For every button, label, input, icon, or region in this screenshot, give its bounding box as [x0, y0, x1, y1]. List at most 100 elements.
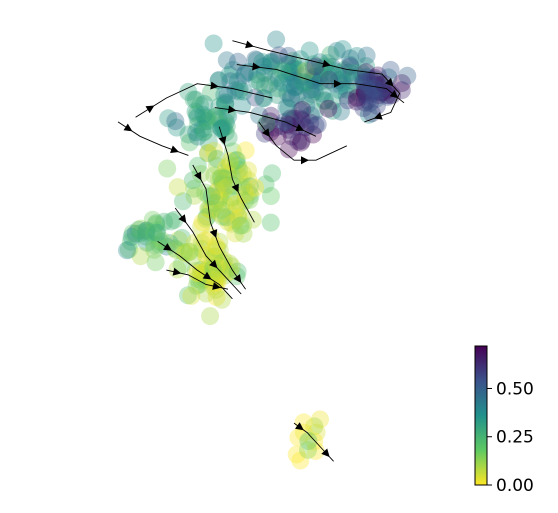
- scatter-point: [207, 288, 226, 307]
- scatter-point: [292, 111, 311, 130]
- scatter-point: [208, 263, 227, 282]
- scatter-point: [254, 89, 272, 108]
- scatter-point: [365, 70, 384, 89]
- scatter-point: [293, 100, 312, 119]
- scatter-point: [231, 198, 250, 217]
- scatter-point: [187, 123, 206, 142]
- scatter-point: [162, 212, 181, 231]
- scatter-point: [197, 112, 216, 131]
- scatter-point: [364, 79, 383, 98]
- streamline-arrowhead: [145, 105, 155, 114]
- scatter-point: [198, 261, 216, 280]
- scatter-point: [221, 191, 240, 210]
- scatter-point: [172, 256, 191, 274]
- scatter-point: [212, 169, 231, 188]
- scatter-point: [188, 115, 207, 134]
- scatter-point: [137, 227, 155, 246]
- scatter-point: [379, 68, 398, 87]
- scatter-point: [354, 69, 373, 88]
- scatter-point: [207, 271, 226, 290]
- scatter-point: [208, 157, 226, 175]
- scatter-point: [166, 112, 185, 131]
- scatter-point: [220, 65, 239, 84]
- scatter-point: [378, 85, 397, 104]
- scatter-point: [354, 73, 373, 92]
- scatter-point: [229, 207, 248, 226]
- scatter-point: [368, 66, 387, 85]
- scatter-point: [365, 82, 384, 101]
- scatter-point: [284, 68, 303, 87]
- scatter-point: [131, 219, 150, 238]
- scatter-point: [361, 94, 379, 112]
- scatter-point: [226, 81, 245, 100]
- scatter-point: [194, 123, 213, 142]
- scatter-point: [331, 102, 350, 121]
- streamline: [258, 121, 347, 161]
- streamline: [135, 83, 273, 118]
- scatter-point: [196, 210, 215, 229]
- scatter-point: [209, 191, 228, 210]
- scatter-point: [205, 166, 224, 185]
- scatter-point: [261, 57, 280, 76]
- scatter-point: [122, 227, 141, 246]
- streamline: [174, 207, 242, 295]
- scatter-point: [208, 182, 227, 201]
- scatter-point: [289, 77, 308, 96]
- scatter-point: [235, 65, 254, 84]
- scatter-point: [304, 55, 323, 74]
- scatter-point: [121, 232, 140, 251]
- scatter-point: [223, 214, 241, 233]
- scatter-point: [168, 178, 187, 197]
- scatter-point: [283, 127, 301, 146]
- streamline-arrowhead: [218, 136, 227, 145]
- scatter-point: [378, 87, 397, 106]
- scatter-point: [184, 90, 203, 109]
- scatter-point: [207, 237, 226, 255]
- scatter-point: [204, 268, 223, 286]
- scatter-point: [279, 140, 298, 159]
- scatter-point: [288, 85, 307, 104]
- scatter-point: [246, 50, 265, 69]
- scatter-point: [197, 207, 216, 226]
- scatter-point: [234, 224, 253, 243]
- streamline-arrowhead: [385, 78, 394, 87]
- scatter-point: [286, 71, 305, 90]
- scatter-point: [223, 162, 242, 180]
- scatter-point: [209, 169, 228, 188]
- scatter-point: [217, 51, 236, 70]
- scatter-point: [234, 176, 253, 195]
- scatter-point: [333, 63, 352, 82]
- streamline-arrowhead: [334, 79, 342, 88]
- scatter-point: [212, 168, 231, 187]
- streamline-arrowhead: [252, 62, 261, 71]
- scatter-point: [255, 89, 274, 108]
- scatter-point: [308, 68, 327, 87]
- scatter-point: [145, 240, 164, 259]
- scatter-point: [234, 216, 253, 235]
- scatter-point: [282, 63, 301, 82]
- streamline-arrowhead: [209, 229, 218, 238]
- scatter-point: [280, 111, 299, 130]
- scatter-point: [217, 208, 236, 227]
- scatter-point: [315, 92, 334, 111]
- scatter-point: [129, 220, 148, 239]
- scatter-point: [292, 131, 311, 150]
- scatter-point: [240, 177, 259, 196]
- scatter-point: [301, 106, 320, 125]
- scatter-point: [180, 133, 199, 152]
- scatter-point: [275, 113, 294, 132]
- scatter-point: [355, 82, 374, 100]
- scatter-point: [318, 71, 337, 90]
- scatter-point: [342, 67, 361, 86]
- scatter-point: [269, 69, 288, 87]
- streamline-arrowhead: [172, 267, 182, 276]
- scatter-point: [280, 54, 299, 73]
- scatter-point: [199, 186, 218, 205]
- scatter-point: [212, 120, 231, 139]
- colorbar-tick-label: 0.50: [496, 379, 534, 399]
- scatter-point: [131, 247, 150, 266]
- scatter-point: [303, 71, 322, 89]
- scatter-point: [368, 75, 387, 94]
- scatter-point: [213, 207, 232, 226]
- scatter-point: [301, 80, 320, 99]
